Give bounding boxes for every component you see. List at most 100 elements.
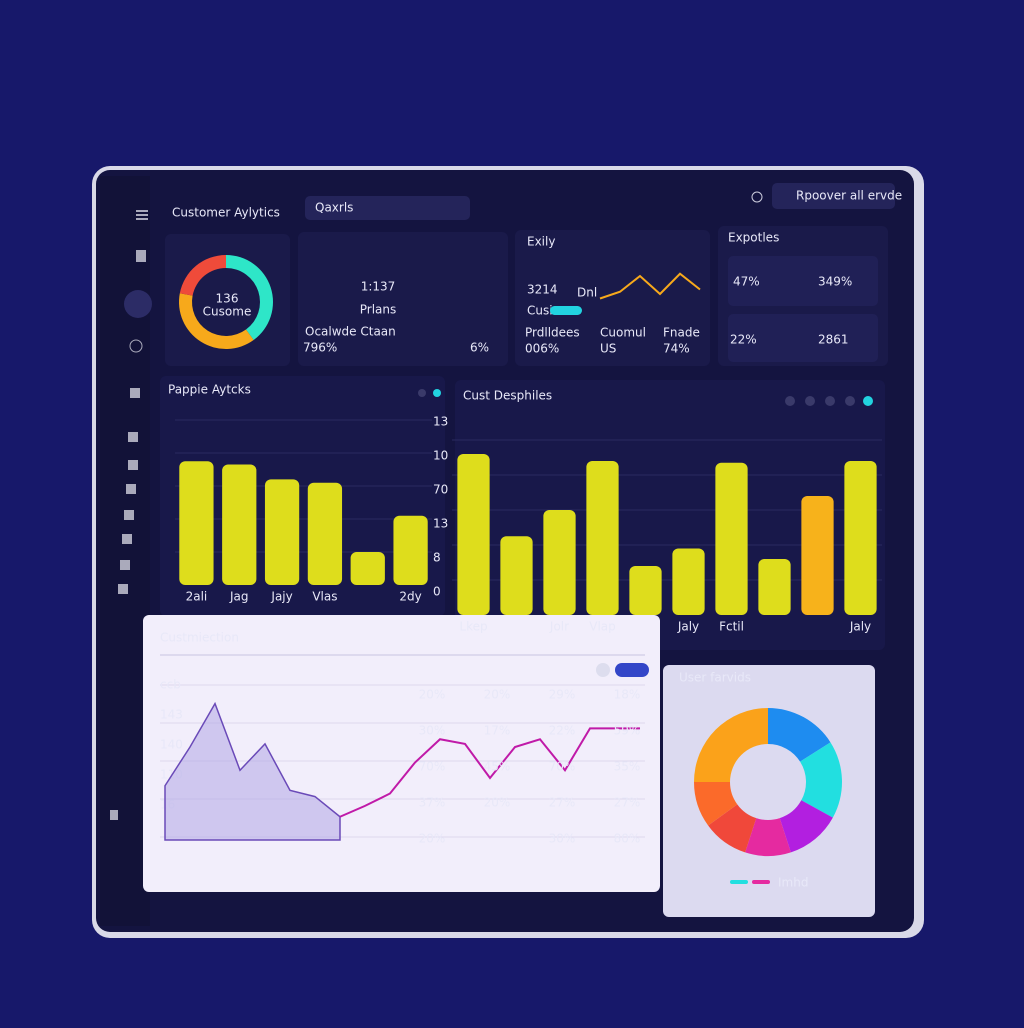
x-tick-label: 2dy — [399, 590, 421, 604]
bar — [179, 461, 214, 585]
x-tick-label: Jaly — [677, 620, 699, 634]
search-box[interactable] — [305, 196, 470, 220]
grid-label: 30% — [549, 832, 576, 846]
bar — [586, 461, 619, 615]
donut-center: 136 — [216, 292, 239, 306]
grid-label: 29% — [549, 688, 576, 702]
donut-segment — [694, 708, 768, 782]
value: 796% — [303, 341, 337, 355]
sparkline — [599, 272, 701, 300]
grid-label: 37% — [419, 796, 446, 810]
grid-label: 45% — [484, 760, 511, 774]
donut-segment — [179, 255, 226, 296]
card-title: Custmiection — [160, 631, 239, 645]
x-tick-label: Jag — [229, 590, 249, 604]
y-tick-label: 140 — [160, 738, 183, 752]
card-inner — [728, 256, 878, 306]
x-tick-label: Fctil — [719, 620, 744, 634]
sidebar-icons — [110, 210, 152, 820]
donut-segment — [694, 782, 738, 826]
stat-value: 006% — [525, 342, 559, 356]
action-text: Rpoover all ervde — [796, 189, 902, 203]
dot[interactable] — [418, 389, 426, 397]
donut-segment — [745, 818, 791, 857]
grid-label: 70% — [549, 760, 576, 774]
bar — [801, 496, 834, 615]
y-tick-label: 13 — [433, 517, 448, 531]
card-title: Exily — [527, 235, 555, 249]
bar — [350, 552, 385, 585]
value: 3214 — [527, 283, 558, 297]
toggle[interactable] — [615, 663, 649, 677]
value: 349% — [818, 275, 852, 289]
donut-caption: Cusome — [203, 305, 252, 319]
title: Customer Aylytics — [172, 206, 280, 220]
x-tick-label: Lkep — [459, 620, 487, 634]
caption: Prlans — [360, 303, 397, 317]
dot[interactable] — [825, 396, 835, 406]
dot[interactable] — [863, 396, 873, 406]
donut-segment — [178, 293, 254, 350]
search-icon[interactable] — [751, 191, 763, 203]
value: 6% — [470, 341, 489, 355]
bar — [500, 536, 533, 615]
card — [298, 232, 508, 366]
value: 47% — [733, 275, 760, 289]
bar — [543, 510, 576, 615]
donut-segment — [768, 708, 831, 762]
card — [515, 230, 710, 366]
grid-label: 27% — [549, 796, 576, 810]
x-tick-label: Vlap — [589, 620, 616, 634]
bar — [264, 479, 300, 585]
search-text: Qaxrls — [315, 201, 353, 215]
line — [339, 727, 640, 818]
y-tick-label: 0 — [433, 585, 441, 599]
donut-segment — [226, 255, 273, 341]
stat-value: US — [600, 342, 616, 356]
bar — [758, 559, 791, 615]
dot[interactable] — [785, 396, 795, 406]
card-title: User farvids — [679, 671, 751, 685]
grid-label: 70% — [419, 760, 446, 774]
tag-bar — [550, 306, 582, 315]
stat-value: 74% — [663, 342, 690, 356]
toggle[interactable] — [596, 663, 610, 677]
dot[interactable] — [805, 396, 815, 406]
card-title: Pappie Aytcks — [168, 383, 251, 397]
grid-label: 20% — [484, 796, 511, 810]
value: 2861 — [818, 333, 849, 347]
grid-label: 20% — [484, 688, 511, 702]
x-tick-label: 2ali — [186, 590, 208, 604]
card-inner — [728, 314, 878, 362]
dot[interactable] — [433, 389, 441, 397]
card-title: Cust Desphiles — [463, 389, 552, 403]
donut-segment — [779, 800, 833, 853]
stat-label: Fnade — [663, 326, 700, 340]
bar — [672, 548, 705, 615]
x-tick-label: Jajy — [270, 590, 292, 604]
donut-segment — [800, 742, 843, 818]
stat-label: Cuomul — [600, 326, 646, 340]
y-tick-label: 143 — [160, 708, 183, 722]
grid-label: 20% — [419, 688, 446, 702]
big-number: 1:137 — [361, 280, 396, 294]
x-tick-label: Jolr — [549, 620, 569, 634]
y-tick-label: ccb — [160, 678, 181, 692]
unit: Dnl — [577, 286, 597, 300]
bar — [307, 482, 343, 585]
y-tick-label: 70 — [433, 483, 448, 497]
legend-swatch — [730, 880, 748, 884]
grid-label: 22% — [549, 724, 576, 738]
y-tick-label: 10 — [433, 449, 448, 463]
grid-label: 35% — [614, 760, 641, 774]
grid-label: 80% — [614, 832, 641, 846]
dot[interactable] — [845, 396, 855, 406]
y-tick-label: 8 — [433, 551, 441, 565]
bar — [222, 464, 257, 585]
grid-label: 30% — [419, 724, 446, 738]
legend-swatch — [752, 880, 770, 884]
action-button[interactable] — [772, 183, 895, 209]
grid-label: 18% — [614, 688, 641, 702]
